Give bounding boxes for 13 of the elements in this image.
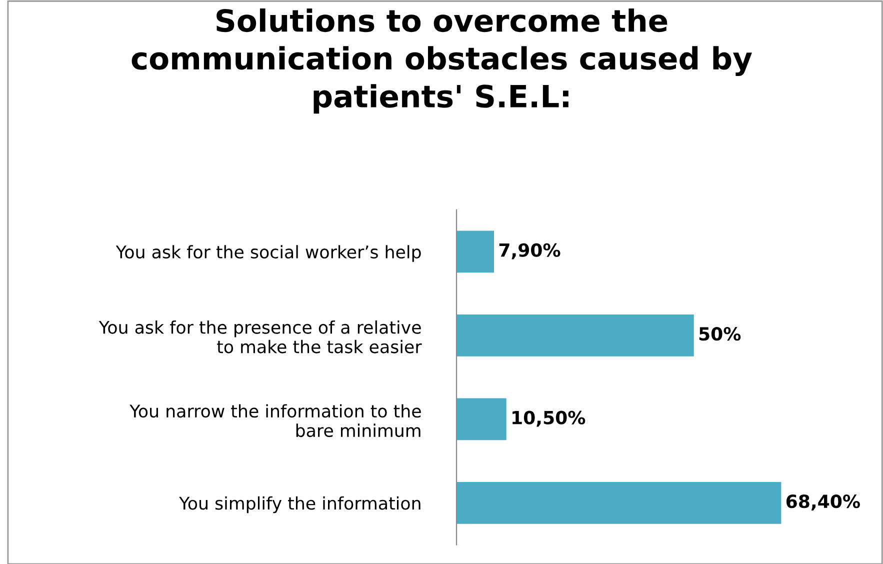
y-tick-label: You simplify the information (179, 496, 420, 514)
data-label: 68,40% (786, 494, 860, 510)
bar (456, 398, 506, 440)
bar (456, 230, 494, 273)
chart-title: Solutions to overcome the communication obstacles caused by patients' S.E.L: (132, 8, 752, 114)
y-tick-label: You ask for the social worker’s help (116, 245, 421, 262)
data-label: 7,90% (499, 243, 560, 260)
y-tick-label: You ask for the presence of a relative to make the task easier (98, 320, 422, 354)
y-tick-label: You narrow the information to the bare minimum (130, 404, 421, 438)
bar (456, 482, 782, 524)
data-label: 50% (699, 327, 741, 341)
bar (456, 314, 694, 356)
data-label: 10,50% (512, 410, 586, 427)
